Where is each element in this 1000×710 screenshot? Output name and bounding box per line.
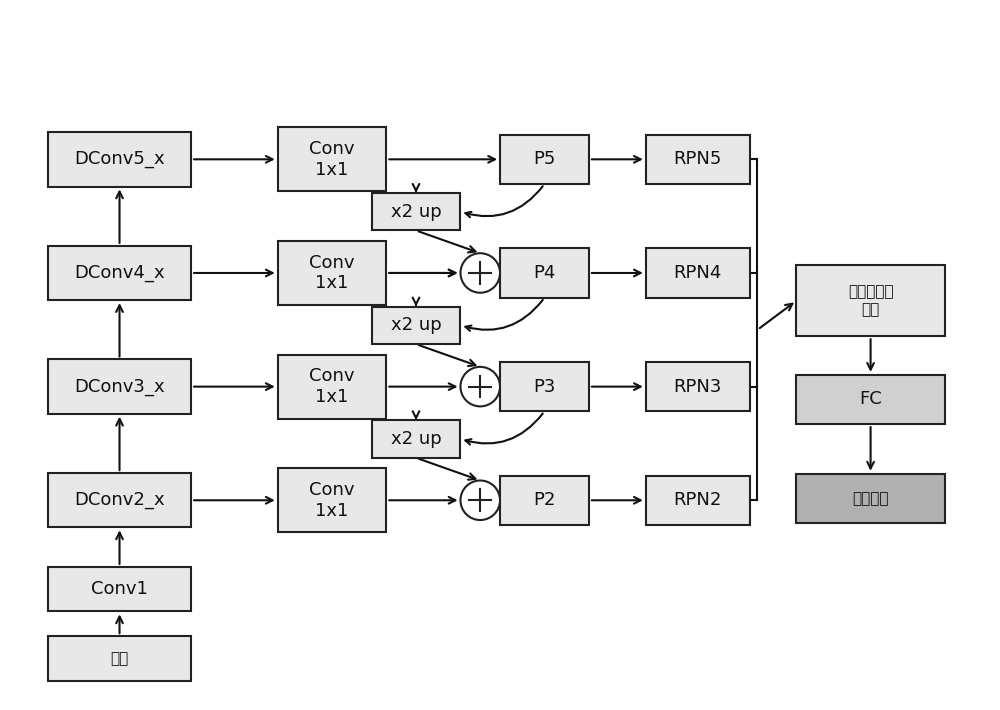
Circle shape [460,481,500,520]
Text: FC: FC [859,391,882,408]
FancyBboxPatch shape [48,567,191,611]
Text: RPN4: RPN4 [673,264,722,282]
Circle shape [460,367,500,406]
Text: P3: P3 [533,378,556,395]
Text: 边框损失: 边框损失 [852,491,889,506]
FancyBboxPatch shape [48,132,191,187]
Text: DConv4_x: DConv4_x [74,264,165,282]
Text: Conv
1x1: Conv 1x1 [309,140,355,179]
Text: Conv
1x1: Conv 1x1 [309,253,355,293]
Text: 图像: 图像 [110,651,129,666]
Text: RPN2: RPN2 [673,491,722,509]
Text: Conv
1x1: Conv 1x1 [309,481,355,520]
Text: DConv5_x: DConv5_x [74,151,165,168]
FancyBboxPatch shape [48,473,191,528]
FancyBboxPatch shape [500,135,589,184]
Text: P5: P5 [533,151,556,168]
FancyBboxPatch shape [278,468,386,532]
FancyBboxPatch shape [646,135,750,184]
FancyBboxPatch shape [500,248,589,297]
FancyBboxPatch shape [48,246,191,300]
FancyBboxPatch shape [500,476,589,525]
FancyBboxPatch shape [48,636,191,681]
FancyBboxPatch shape [372,307,460,344]
Text: P4: P4 [533,264,556,282]
FancyBboxPatch shape [48,359,191,414]
Text: DConv3_x: DConv3_x [74,378,165,395]
FancyBboxPatch shape [278,354,386,419]
FancyBboxPatch shape [796,375,945,424]
FancyBboxPatch shape [646,362,750,411]
Text: RPN5: RPN5 [673,151,722,168]
FancyBboxPatch shape [646,476,750,525]
Text: x2 up: x2 up [391,317,441,334]
FancyBboxPatch shape [796,265,945,337]
Text: DConv2_x: DConv2_x [74,491,165,509]
Text: Conv1: Conv1 [91,580,148,599]
Text: Conv
1x1: Conv 1x1 [309,367,355,406]
Text: 感兴趣区域
池化: 感兴趣区域 池化 [848,285,893,317]
FancyBboxPatch shape [278,241,386,305]
FancyBboxPatch shape [372,420,460,458]
Text: RPN3: RPN3 [673,378,722,395]
FancyBboxPatch shape [796,474,945,523]
FancyBboxPatch shape [278,127,386,192]
FancyBboxPatch shape [500,362,589,411]
Text: P2: P2 [533,491,556,509]
Text: x2 up: x2 up [391,202,441,221]
Text: x2 up: x2 up [391,430,441,448]
FancyBboxPatch shape [646,248,750,297]
FancyBboxPatch shape [372,193,460,231]
Circle shape [460,253,500,293]
